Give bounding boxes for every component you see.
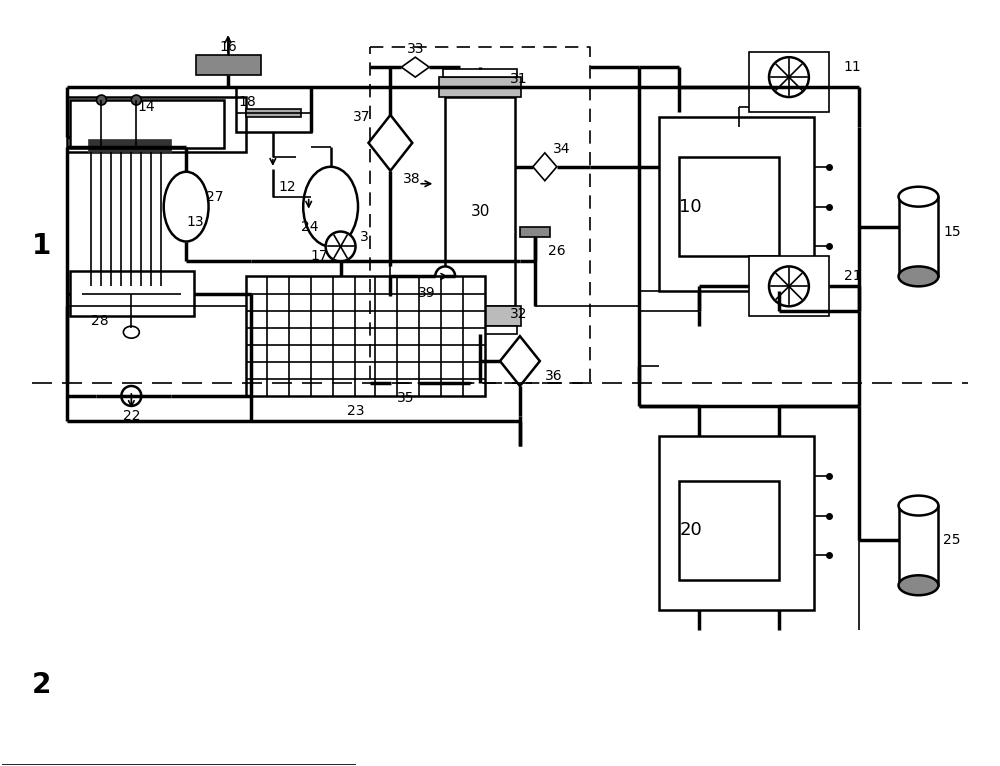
Bar bbox=[89, 140, 171, 152]
Text: 15: 15 bbox=[943, 224, 961, 238]
Text: 38: 38 bbox=[403, 172, 420, 185]
Ellipse shape bbox=[121, 386, 141, 406]
Ellipse shape bbox=[899, 575, 938, 595]
Text: 20: 20 bbox=[679, 522, 702, 539]
Polygon shape bbox=[533, 153, 557, 181]
Polygon shape bbox=[500, 336, 540, 386]
Text: 12: 12 bbox=[279, 180, 296, 194]
Text: 30: 30 bbox=[470, 204, 490, 219]
Ellipse shape bbox=[899, 496, 938, 516]
Ellipse shape bbox=[769, 57, 809, 97]
Ellipse shape bbox=[96, 95, 106, 105]
Text: 25: 25 bbox=[943, 533, 961, 548]
Bar bbox=[67, 97, 246, 152]
Bar bbox=[659, 436, 814, 611]
Polygon shape bbox=[391, 373, 419, 393]
Text: 11: 11 bbox=[844, 61, 861, 74]
Text: 31: 31 bbox=[510, 72, 528, 86]
Text: 26: 26 bbox=[548, 244, 565, 258]
Bar bbox=[899, 197, 938, 277]
Bar bbox=[520, 227, 550, 237]
Text: 1: 1 bbox=[32, 233, 51, 260]
Ellipse shape bbox=[435, 267, 455, 286]
Ellipse shape bbox=[164, 172, 209, 241]
Text: 21: 21 bbox=[844, 270, 861, 283]
Text: 18: 18 bbox=[238, 95, 256, 109]
Text: 10: 10 bbox=[679, 198, 702, 216]
Bar bbox=[679, 480, 779, 581]
Text: 17: 17 bbox=[311, 250, 328, 264]
Text: 36: 36 bbox=[545, 369, 562, 383]
Text: 23: 23 bbox=[347, 404, 364, 418]
Text: 34: 34 bbox=[553, 142, 570, 155]
Text: 24: 24 bbox=[301, 220, 319, 234]
Bar bbox=[749, 52, 829, 112]
Text: 37: 37 bbox=[353, 110, 370, 124]
Ellipse shape bbox=[123, 326, 139, 338]
Bar bbox=[749, 257, 829, 316]
Bar bbox=[236, 87, 311, 132]
Bar bbox=[443, 69, 517, 77]
Bar bbox=[246, 277, 485, 396]
Bar bbox=[443, 326, 517, 334]
Ellipse shape bbox=[303, 167, 358, 247]
Text: 2: 2 bbox=[32, 671, 51, 699]
Bar bbox=[70, 100, 224, 148]
Ellipse shape bbox=[899, 187, 938, 207]
Text: 32: 32 bbox=[510, 307, 527, 321]
Text: 27: 27 bbox=[206, 190, 224, 204]
Bar bbox=[439, 77, 521, 97]
Bar bbox=[246, 109, 301, 117]
Bar bbox=[439, 306, 521, 326]
Polygon shape bbox=[401, 57, 429, 77]
Text: 14: 14 bbox=[137, 100, 155, 114]
Bar bbox=[445, 97, 515, 306]
Bar bbox=[196, 55, 261, 75]
Bar bbox=[659, 117, 814, 291]
Ellipse shape bbox=[769, 267, 809, 306]
Text: 39: 39 bbox=[418, 286, 435, 300]
Polygon shape bbox=[368, 115, 412, 171]
Ellipse shape bbox=[131, 95, 141, 105]
Text: 3: 3 bbox=[360, 230, 368, 244]
Bar bbox=[679, 157, 779, 257]
Bar bbox=[89, 274, 171, 286]
Text: 35: 35 bbox=[397, 391, 414, 405]
Text: 33: 33 bbox=[407, 42, 424, 56]
Bar bbox=[70, 271, 194, 316]
Text: 16: 16 bbox=[219, 41, 237, 54]
Bar bbox=[899, 506, 938, 585]
Text: 13: 13 bbox=[186, 214, 204, 228]
Text: 22: 22 bbox=[123, 409, 140, 423]
Ellipse shape bbox=[326, 231, 356, 261]
Text: 28: 28 bbox=[91, 314, 109, 328]
Ellipse shape bbox=[899, 267, 938, 286]
